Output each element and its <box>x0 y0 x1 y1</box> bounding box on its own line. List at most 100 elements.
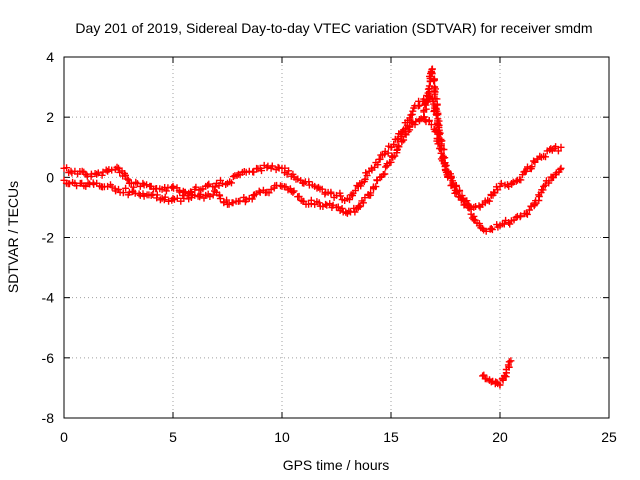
x-axis-label: GPS time / hours <box>283 457 390 473</box>
data-point-marker <box>406 122 414 130</box>
data-point-marker <box>374 161 382 169</box>
data-point-marker <box>390 140 398 148</box>
data-point-marker <box>200 194 208 202</box>
data-point-marker <box>427 121 435 129</box>
data-point-marker <box>285 167 293 175</box>
data-point-marker <box>523 210 531 218</box>
grid <box>64 57 609 418</box>
data-point-marker <box>250 168 258 176</box>
data-point-marker <box>329 201 337 209</box>
data-point-marker <box>197 191 205 198</box>
data-point-marker <box>308 181 316 189</box>
data-point-marker <box>326 200 334 208</box>
data-point-marker <box>219 180 226 187</box>
data-point-marker <box>507 357 515 365</box>
data-point-marker <box>242 196 250 204</box>
y-tick-label: -4 <box>42 290 55 306</box>
data-point-marker <box>199 185 207 193</box>
data-point-marker <box>268 162 276 170</box>
data-point-marker <box>222 181 230 188</box>
data-point-marker <box>156 185 164 193</box>
data-point-marker <box>512 214 520 221</box>
data-point-marker <box>475 220 483 228</box>
data-point-marker <box>123 175 131 183</box>
chart-title: Day 201 of 2019, Sidereal Day-to-day VTE… <box>75 20 592 36</box>
data-point-marker <box>481 375 489 383</box>
data-point-marker <box>428 70 436 78</box>
data-point-marker <box>528 163 536 171</box>
data-point-marker <box>356 203 364 210</box>
data-point-marker <box>206 193 214 200</box>
data-point-marker <box>315 199 323 207</box>
y-axis: -8 -6 -4 -2 0 2 4 <box>42 49 609 426</box>
data-point-marker <box>521 167 529 175</box>
data-point-marker <box>433 100 441 108</box>
data-point-marker <box>425 82 433 90</box>
data-point-marker <box>315 183 322 191</box>
y-tick-label: -8 <box>42 410 55 426</box>
data-point-marker <box>351 187 359 195</box>
data-point-marker <box>372 183 380 191</box>
data-point-marker <box>556 166 564 173</box>
data-point-marker <box>229 199 237 207</box>
data-point-marker <box>258 167 265 175</box>
data-point-marker <box>497 179 505 187</box>
data-point-marker <box>475 202 483 210</box>
data-point-marker <box>423 91 431 99</box>
data-point-marker <box>359 199 367 207</box>
y-tick-label: 4 <box>46 49 54 65</box>
data-point-marker <box>78 167 86 175</box>
data-point-marker <box>476 203 484 211</box>
data-point-marker <box>361 175 369 183</box>
data-point-marker <box>229 173 237 181</box>
data-point-marker <box>161 193 169 201</box>
data-point-marker <box>416 101 424 109</box>
data-point-marker <box>66 180 73 188</box>
data-point-marker <box>431 76 438 84</box>
data-point-marker <box>435 138 443 146</box>
data-point-marker <box>433 111 441 119</box>
data-point-marker <box>361 194 369 202</box>
data-point-marker <box>424 85 432 93</box>
data-point-marker <box>283 170 291 178</box>
data-point-marker <box>494 223 502 231</box>
data-point-marker <box>408 110 416 118</box>
data-point-marker <box>290 187 298 195</box>
data-point-marker <box>512 177 520 185</box>
data-point-marker <box>367 189 375 197</box>
data-point-marker <box>554 147 562 155</box>
data-point-marker <box>394 142 402 150</box>
data-point-marker <box>504 361 512 369</box>
data-point-marker <box>68 169 76 177</box>
data-point-marker <box>346 196 353 204</box>
data-point-marker <box>432 105 440 113</box>
y-tick-label: 2 <box>46 109 54 125</box>
data-point-marker <box>94 169 102 177</box>
data-point-marker <box>341 197 349 204</box>
data-point-marker <box>73 182 81 190</box>
data-point-marker <box>382 163 390 171</box>
data-point-marker <box>127 179 135 187</box>
data-point-marker <box>69 178 77 186</box>
data-point-marker <box>100 183 108 191</box>
data-point-marker <box>90 180 98 188</box>
x-tick-label: 10 <box>274 429 290 445</box>
data-point-marker <box>177 197 185 205</box>
data-point-marker <box>143 181 151 189</box>
data-point-marker <box>435 124 443 132</box>
data-point-marker <box>338 205 346 212</box>
data-point-marker <box>228 179 235 187</box>
data-point-marker <box>545 179 553 187</box>
data-point-marker <box>146 182 154 190</box>
data-point-marker <box>375 155 383 163</box>
y-tick-label: -2 <box>42 230 55 246</box>
data-point-marker <box>485 197 493 205</box>
data-point-marker <box>539 186 547 194</box>
data-point-marker <box>393 135 401 143</box>
data-point-marker <box>209 191 217 199</box>
y-tick-label: -6 <box>42 350 55 366</box>
data-point-marker <box>112 187 120 195</box>
data-point-marker <box>98 171 106 179</box>
data-point-marker <box>505 358 513 366</box>
